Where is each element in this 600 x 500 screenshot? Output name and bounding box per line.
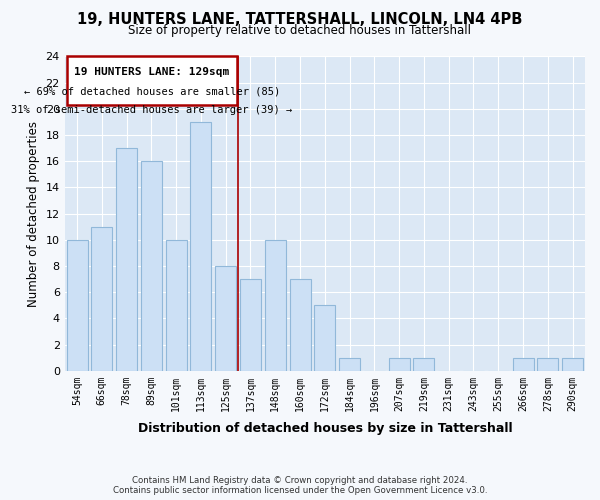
Bar: [91, 226, 112, 371]
Bar: [215, 266, 236, 371]
Bar: [116, 148, 137, 371]
Text: 31% of semi-detached houses are larger (39) →: 31% of semi-detached houses are larger (…: [11, 105, 293, 115]
Text: Contains HM Land Registry data © Crown copyright and database right 2024.
Contai: Contains HM Land Registry data © Crown c…: [113, 476, 487, 495]
Bar: [538, 358, 559, 371]
Y-axis label: Number of detached properties: Number of detached properties: [27, 120, 40, 306]
Bar: [389, 358, 410, 371]
Bar: [339, 358, 360, 371]
Bar: [67, 240, 88, 371]
Bar: [413, 358, 434, 371]
Bar: [290, 279, 311, 371]
Bar: [265, 240, 286, 371]
Bar: [562, 358, 583, 371]
X-axis label: Distribution of detached houses by size in Tattershall: Distribution of detached houses by size …: [137, 422, 512, 435]
Bar: [190, 122, 211, 371]
Text: 19 HUNTERS LANE: 129sqm: 19 HUNTERS LANE: 129sqm: [74, 68, 230, 78]
Text: Size of property relative to detached houses in Tattershall: Size of property relative to detached ho…: [128, 24, 472, 37]
Bar: [166, 240, 187, 371]
Bar: [240, 279, 261, 371]
Bar: [314, 306, 335, 371]
FancyBboxPatch shape: [67, 56, 237, 105]
Text: ← 69% of detached houses are smaller (85): ← 69% of detached houses are smaller (85…: [24, 86, 280, 97]
Bar: [512, 358, 533, 371]
Bar: [141, 162, 162, 371]
Text: 19, HUNTERS LANE, TATTERSHALL, LINCOLN, LN4 4PB: 19, HUNTERS LANE, TATTERSHALL, LINCOLN, …: [77, 12, 523, 28]
